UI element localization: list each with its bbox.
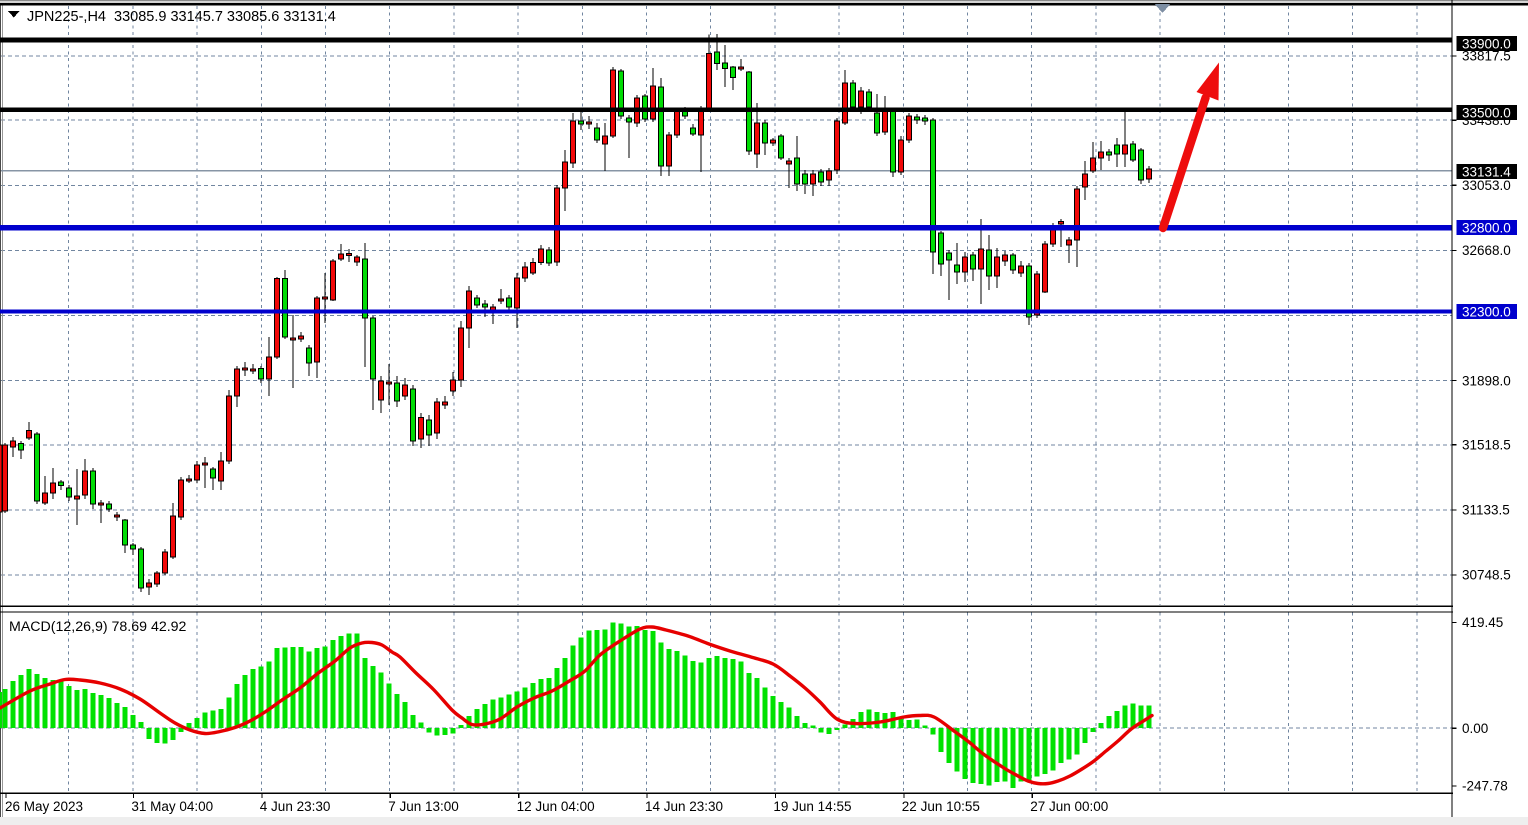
svg-text:32800.0: 32800.0 bbox=[1462, 220, 1511, 235]
svg-text:19 Jun 14:55: 19 Jun 14:55 bbox=[773, 799, 851, 814]
svg-text:-247.78: -247.78 bbox=[1462, 779, 1508, 794]
svg-text:0.00: 0.00 bbox=[1462, 721, 1488, 736]
svg-text:33900.0: 33900.0 bbox=[1462, 36, 1511, 51]
svg-text:MACD(12,26,9) 78.69 42.92: MACD(12,26,9) 78.69 42.92 bbox=[9, 619, 187, 635]
svg-text:22 Jun 10:55: 22 Jun 10:55 bbox=[902, 799, 980, 814]
svg-text:7 Jun 13:00: 7 Jun 13:00 bbox=[388, 799, 459, 814]
svg-text:31133.5: 31133.5 bbox=[1462, 503, 1510, 518]
svg-text:33500.0: 33500.0 bbox=[1462, 105, 1511, 120]
svg-text:33817.5: 33817.5 bbox=[1462, 49, 1511, 64]
svg-text:31518.5: 31518.5 bbox=[1462, 438, 1511, 453]
svg-text:31898.0: 31898.0 bbox=[1462, 373, 1511, 388]
svg-text:31 May 04:00: 31 May 04:00 bbox=[131, 799, 213, 814]
svg-text:419.45: 419.45 bbox=[1462, 615, 1503, 630]
svg-text:30748.5: 30748.5 bbox=[1462, 568, 1511, 583]
svg-text:12 Jun 04:00: 12 Jun 04:00 bbox=[517, 799, 595, 814]
svg-text:32668.0: 32668.0 bbox=[1462, 243, 1511, 258]
svg-text:4 Jun 23:30: 4 Jun 23:30 bbox=[260, 799, 331, 814]
svg-text:27 Jun 00:00: 27 Jun 00:00 bbox=[1030, 799, 1108, 814]
svg-text:26 May 2023: 26 May 2023 bbox=[5, 799, 83, 814]
svg-text:JPN225-,H4 33085.9 33145.7 33: JPN225-,H4 33085.9 33145.7 33085.6 33131… bbox=[27, 9, 336, 25]
svg-text:33053.0: 33053.0 bbox=[1462, 178, 1511, 193]
svg-text:14 Jun 23:30: 14 Jun 23:30 bbox=[645, 799, 723, 814]
svg-text:33131.4: 33131.4 bbox=[1462, 164, 1511, 179]
svg-text:32300.0: 32300.0 bbox=[1462, 304, 1511, 319]
